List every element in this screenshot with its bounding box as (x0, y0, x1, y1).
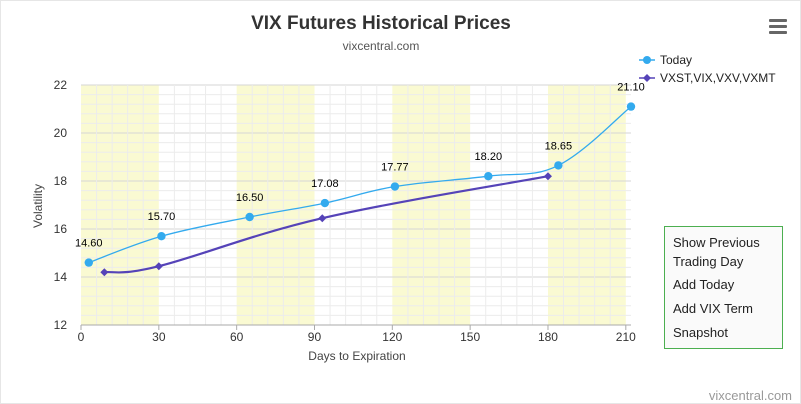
data-label: 16.50 (236, 192, 264, 204)
legend-marker-term (643, 74, 651, 82)
data-point-today (554, 161, 563, 170)
show-previous-trading-day-button[interactable]: Show Previous Trading Day (673, 235, 760, 269)
x-axis-title: Days to Expiration (308, 349, 405, 363)
chart-subtitle: vixcentral.com (343, 39, 420, 53)
y-tick-label: 14 (54, 270, 68, 284)
data-point-term (318, 214, 327, 223)
data-label: 15.70 (148, 211, 176, 223)
data-point-today (157, 232, 166, 241)
data-point-today (626, 102, 636, 111)
x-tick-label: 180 (538, 330, 558, 344)
data-point-today (320, 198, 330, 208)
x-tick-label: 90 (308, 330, 322, 344)
x-tick-label: 30 (152, 330, 166, 344)
y-axis-title: Volatility (31, 184, 45, 228)
data-point-term (154, 262, 163, 271)
data-point-today (245, 212, 254, 222)
x-tick-label: 0 (78, 330, 85, 344)
data-label: 17.77 (381, 162, 409, 174)
plot-band-3 (547, 85, 626, 325)
data-label: 18.20 (475, 151, 503, 163)
legend-label-term: VXST,VIX,VXV,VXMT (660, 71, 776, 85)
data-point-today (390, 182, 400, 191)
add-vix-term-button[interactable]: Add VIX Term (673, 301, 753, 316)
plot-bands (81, 85, 626, 325)
y-tick-label: 12 (54, 318, 68, 332)
legend-marker-today (643, 56, 651, 64)
x-axis-ticks: 0 30 60 90 120 150 180 210 (78, 325, 636, 344)
data-label: 21.10 (617, 82, 645, 94)
series-line-term (104, 175, 549, 274)
chart-title: VIX Futures Historical Prices (251, 13, 511, 34)
y-tick-label: 22 (54, 78, 68, 92)
x-tick-label: 150 (460, 330, 480, 344)
data-point-today (484, 172, 493, 181)
data-label: 14.60 (75, 238, 103, 250)
data-point-term (100, 268, 109, 277)
series (84, 102, 636, 277)
credit-text[interactable]: vixcentral.com (709, 388, 792, 403)
x-tick-label: 60 (230, 330, 244, 344)
snapshot-button[interactable]: Snapshot (673, 325, 728, 340)
data-labels: 14.60 15.70 16.50 17.08 17.77 18.20 18.65 21.10 (75, 82, 645, 250)
add-today-button[interactable]: Add Today (673, 277, 735, 292)
data-point-today (84, 258, 93, 267)
y-tick-label: 16 (54, 222, 68, 236)
data-label: 17.08 (311, 178, 339, 190)
options-panel: Show Previous Trading Day Add Today Add … (664, 226, 783, 349)
legend-label-today: Today (660, 53, 692, 67)
legend-item-term[interactable]: VXST,VIX,VXV,VXMT (639, 71, 776, 85)
x-tick-label: 210 (616, 330, 636, 344)
data-point-term (543, 172, 552, 181)
plot-band-1 (236, 85, 315, 325)
y-tick-label: 20 (54, 126, 68, 140)
legend-item-today[interactable]: Today (639, 53, 692, 67)
data-label: 18.65 (545, 140, 573, 152)
y-tick-label: 18 (54, 174, 68, 188)
hamburger-menu-icon[interactable] (769, 19, 787, 35)
plot-band-0 (81, 85, 159, 325)
y-axis-ticks: 12 14 16 18 20 22 (54, 78, 68, 332)
legend: Today VXST,VIX,VXV,VXMT (639, 53, 776, 85)
x-tick-label: 120 (382, 330, 402, 344)
plot-band-2 (392, 85, 471, 325)
